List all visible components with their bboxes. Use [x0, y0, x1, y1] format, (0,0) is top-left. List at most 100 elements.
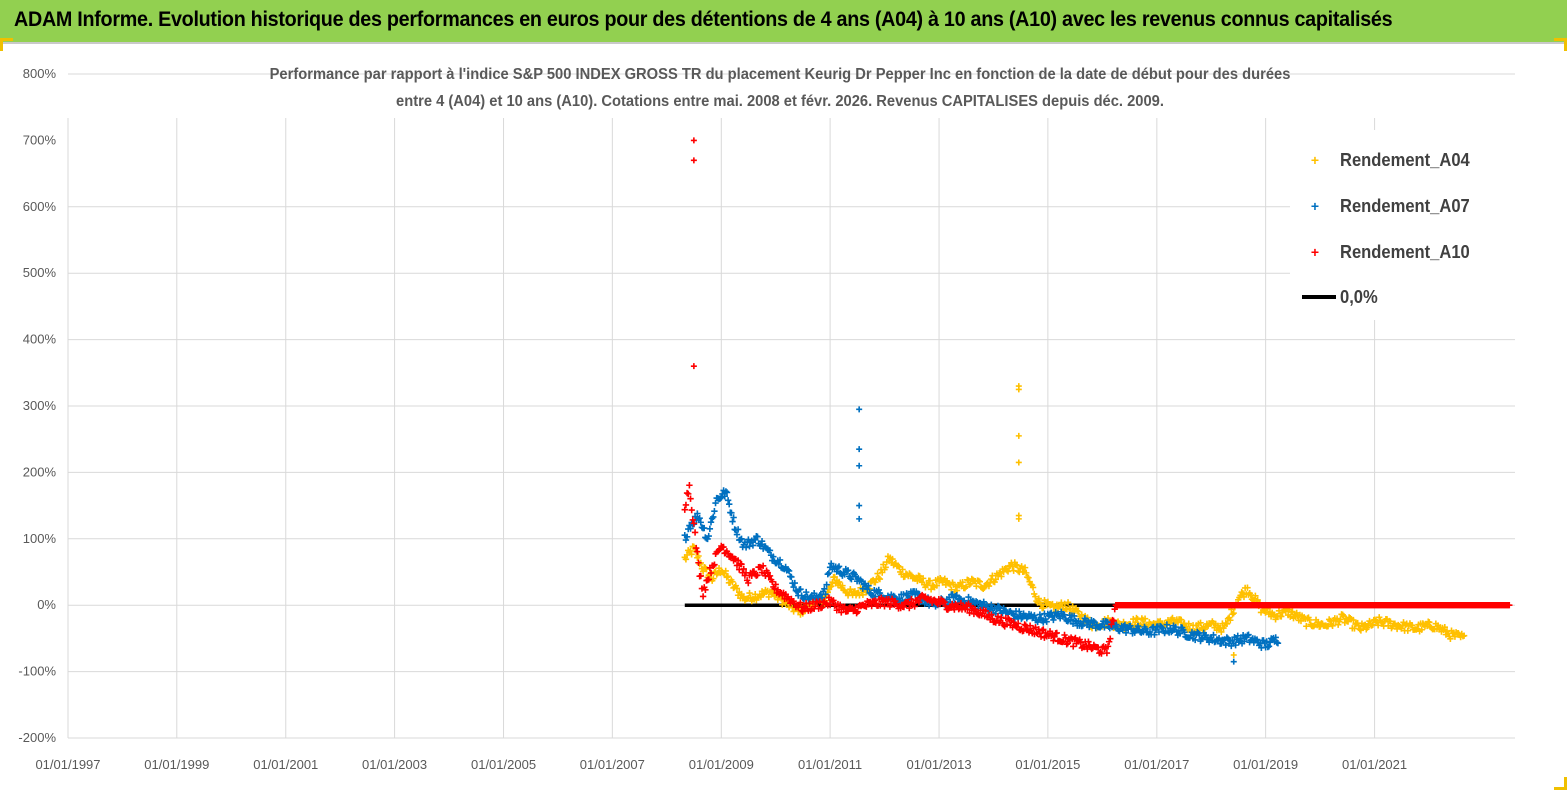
data-point-a10: [1046, 628, 1054, 635]
data-point-a07: [746, 543, 753, 550]
data-point-a04: [1350, 616, 1357, 624]
corner-marker-top-left: [0, 38, 13, 51]
data-point-a07: [1009, 610, 1016, 617]
data-point-a10: [691, 529, 699, 536]
data-point-a04: [1346, 615, 1354, 622]
data-point-a10: [724, 550, 732, 557]
data-point-a10: [829, 598, 836, 605]
data-point-a07: [712, 499, 719, 507]
data-point-a04: [703, 566, 710, 573]
data-point-a07: [683, 533, 691, 540]
data-point-a04: [989, 572, 996, 579]
data-point-a07: [785, 567, 793, 575]
data-point-a07: [1104, 619, 1111, 626]
data-point-a04: [1408, 622, 1416, 629]
y-tick-label: -100%: [18, 664, 56, 679]
data-point-a10: [1071, 636, 1078, 643]
data-point-a10: [754, 572, 761, 579]
data-point-a07: [1127, 622, 1134, 630]
data-point-a04: [1337, 616, 1344, 623]
data-point-a10: [1506, 602, 1513, 609]
data-point-a07: [1016, 608, 1023, 615]
data-point-a07: [1090, 617, 1097, 625]
data-point-a04: [1227, 617, 1234, 624]
data-point-a10: [1109, 616, 1116, 624]
data-point-a10: [702, 586, 709, 593]
data-point-a07: [742, 544, 750, 551]
outlier-point-a07: [856, 502, 863, 509]
data-point-a04: [1334, 621, 1342, 628]
data-point-a10: [686, 482, 693, 489]
data-point-a10: [1020, 627, 1027, 634]
data-point-a10: [940, 597, 947, 605]
data-point-a10: [877, 602, 884, 609]
data-point-a04: [919, 575, 927, 582]
data-point-a07: [1046, 610, 1054, 618]
legend-item-zero: 0,0%: [1290, 285, 1381, 309]
data-point-a04: [1230, 609, 1237, 617]
data-point-a07: [790, 583, 797, 591]
data-point-a04: [1003, 567, 1011, 574]
data-point-a04: [1035, 595, 1042, 602]
outlier-point-a04: [1015, 515, 1022, 522]
data-point-a07: [697, 519, 704, 526]
data-point-a10: [975, 611, 982, 618]
data-point-a07: [724, 497, 732, 504]
data-point-a04: [859, 591, 867, 599]
chart-title-line1: Performance par rapport à l'indice S&P 5…: [269, 66, 1291, 83]
data-point-a04: [828, 583, 835, 590]
data-point-a10: [1003, 621, 1011, 628]
data-point-a04: [927, 586, 935, 593]
data-point-a10: [683, 489, 691, 497]
outlier-point-a07: [1230, 658, 1237, 665]
data-point-a04: [959, 579, 966, 586]
data-point-a10: [689, 516, 697, 524]
data-point-a07: [1272, 634, 1279, 641]
data-point-a10: [769, 578, 776, 585]
data-point-a07: [953, 592, 960, 599]
outlier-point-a10: [690, 157, 697, 164]
data-point-a04: [682, 556, 690, 563]
data-point-a04: [765, 593, 773, 601]
data-point-a10: [964, 605, 971, 613]
data-point-a04: [1040, 604, 1047, 611]
data-point-a04: [1218, 628, 1225, 636]
y-tick-label: 700%: [23, 132, 57, 147]
data-point-a04: [1244, 584, 1251, 591]
data-point-a04: [992, 576, 1000, 583]
data-point-a10: [1059, 638, 1066, 646]
data-point-a04: [1278, 613, 1285, 620]
data-point-a04: [1185, 620, 1192, 627]
data-point-a04: [973, 582, 980, 590]
data-point-a10: [740, 565, 747, 573]
header-banner: ADAM Informe. Evolution historique des p…: [0, 0, 1567, 44]
data-point-a04: [882, 564, 889, 571]
data-point-a04: [1239, 590, 1247, 597]
data-point-a04: [1073, 607, 1081, 615]
data-point-a10: [1063, 641, 1070, 648]
data-point-a04: [1025, 574, 1032, 581]
data-point-a04: [1252, 592, 1259, 599]
data-point-a04: [975, 577, 982, 585]
data-point-a10: [799, 608, 806, 615]
y-tick-label: -200%: [18, 730, 56, 745]
data-point-a10: [806, 600, 813, 607]
data-point-a07: [766, 547, 774, 554]
data-point-a07: [1119, 626, 1126, 634]
outlier-point-a07: [856, 462, 863, 469]
data-point-a07: [705, 532, 712, 540]
data-point-a04: [759, 590, 767, 598]
data-point-a10: [982, 607, 990, 615]
data-point-a10: [1053, 629, 1060, 637]
data-point-a10: [764, 569, 771, 576]
data-point-a04: [1413, 626, 1420, 633]
chart-legend: + Rendement_A04 + Rendement_A07 + Rendem…: [1290, 130, 1520, 320]
data-point-a07: [949, 591, 956, 598]
y-tick-label: 800%: [23, 66, 57, 81]
data-point-a04: [1021, 564, 1029, 571]
data-point-a07: [700, 524, 708, 532]
data-point-a10: [1023, 625, 1031, 633]
data-point-a04: [1344, 618, 1352, 625]
legend-marker-a07: +: [1310, 198, 1320, 214]
data-point-a04: [946, 580, 953, 587]
